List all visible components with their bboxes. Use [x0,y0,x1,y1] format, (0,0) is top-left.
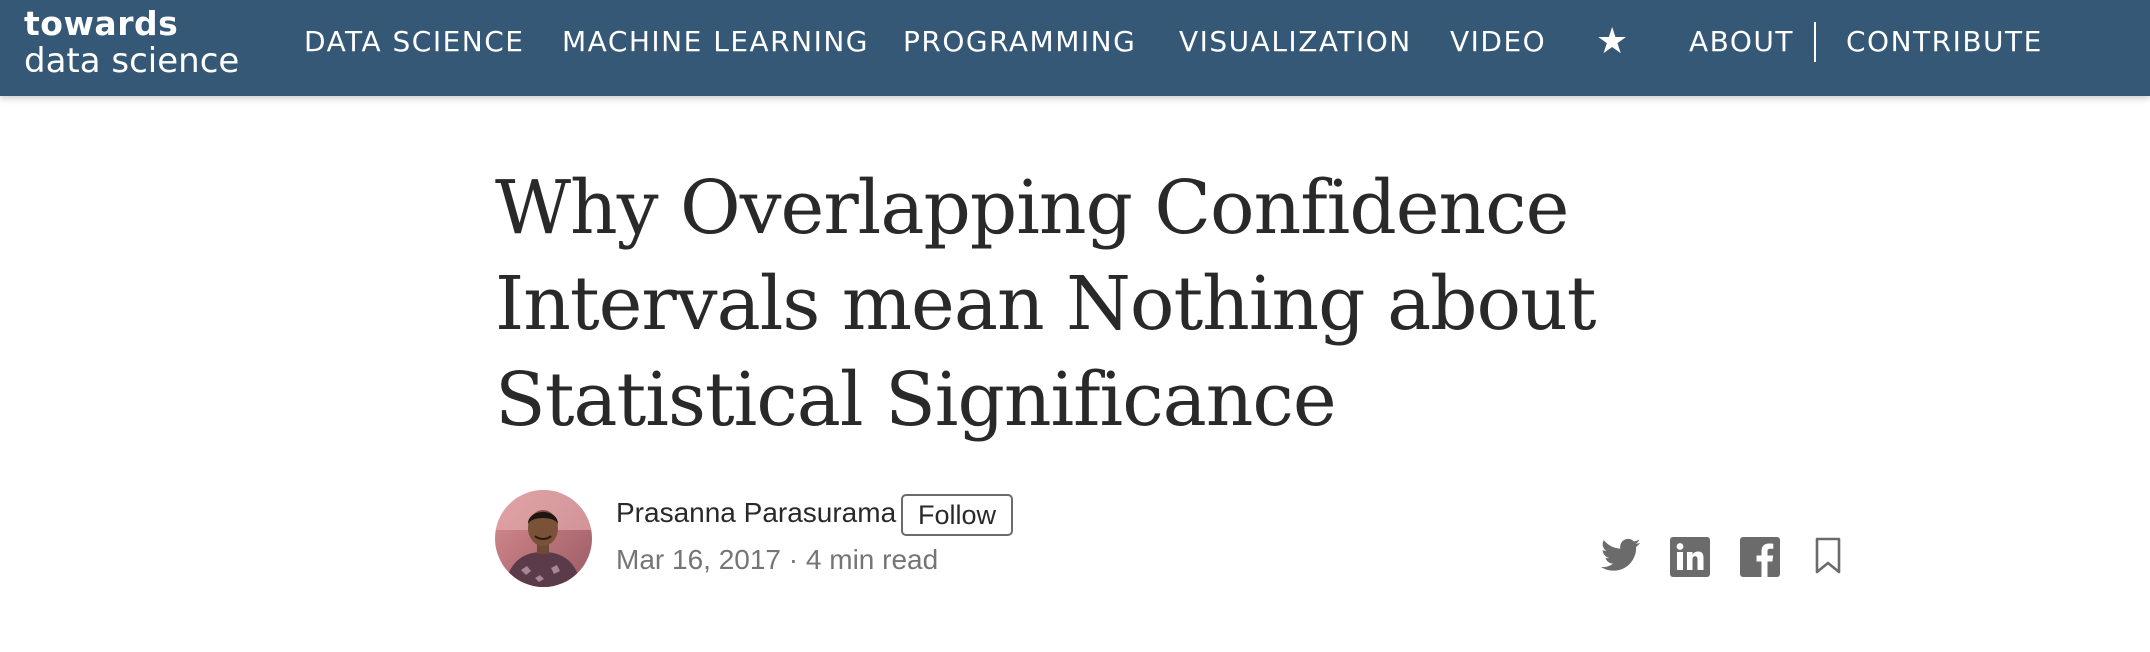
nav-about[interactable]: ABOUT [1689,25,1795,58]
nav-machine-learning[interactable]: MACHINE LEARNING [562,25,869,58]
author-avatar[interactable] [495,490,592,587]
logo-line-1: towards [24,4,179,43]
bookmark-icon[interactable] [1814,537,1842,575]
site-logo[interactable]: towards data science [24,4,240,81]
logo-line-2: data science [24,41,240,81]
article-meta: Mar 16, 2017 · 4 min read [616,544,938,576]
linkedin-icon[interactable] [1670,537,1710,577]
nav-contribute[interactable]: CONTRIBUTE [1846,25,2043,58]
avatar-photo [495,490,592,587]
twitter-icon[interactable] [1598,535,1644,575]
top-navigation-bar: towards data science DATA SCIENCE MACHIN… [0,0,2150,96]
nav-programming[interactable]: PROGRAMMING [903,25,1137,58]
read-time: 4 min read [805,544,939,575]
nav-video[interactable]: VIDEO [1450,25,1547,58]
author-name[interactable]: Prasanna Parasurama [616,497,897,528]
facebook-icon[interactable] [1740,537,1780,577]
nav-divider [1814,22,1816,62]
nav-visualization[interactable]: VISUALIZATION [1179,25,1412,58]
nav-data-science[interactable]: DATA SCIENCE [304,25,525,58]
nav-star-icon[interactable]: ★ [1596,21,1629,62]
meta-separator: · [788,544,799,575]
publish-date: Mar 16, 2017 [616,544,781,575]
article-title: Why Overlapping Confidence Intervals mea… [495,165,1597,443]
follow-button[interactable]: Follow [901,494,1013,536]
